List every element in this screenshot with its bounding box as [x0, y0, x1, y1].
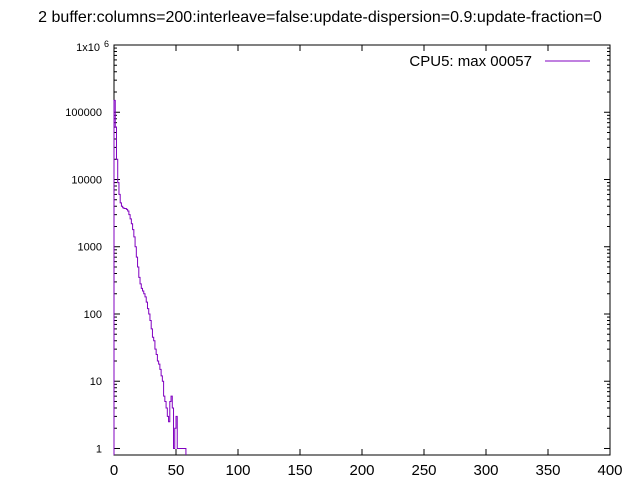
y-tick-label: 10000 — [71, 174, 102, 186]
legend-entry-cpu5: CPU5: max 00057 — [409, 53, 532, 70]
x-tick-label: 400 — [597, 462, 622, 479]
y-top-label-exponent: 6 — [104, 39, 109, 49]
y-tick-label: 1000 — [78, 242, 102, 254]
legend: CPU5: max 00057 — [409, 53, 590, 70]
x-tick-label: 250 — [411, 462, 436, 479]
x-tick-label: 300 — [473, 462, 498, 479]
x-axis: 0 50 100 150 200 250 300 350 400 — [110, 45, 623, 479]
x-tick-label: 0 — [110, 462, 118, 479]
y-tick-label: 100 — [84, 309, 102, 321]
plot-frame — [113, 44, 611, 456]
y-tick-label: 10 — [90, 376, 102, 388]
x-tick-label: 150 — [287, 462, 312, 479]
y-axis-top-label: 1x10 6 — [76, 39, 109, 54]
x-tick-label: 200 — [349, 462, 374, 479]
series-line — [113, 99, 187, 455]
series-layer — [113, 99, 187, 455]
x-tick-label: 100 — [225, 462, 250, 479]
x-tick-label: 50 — [168, 462, 185, 479]
y-tick-label: 1 — [96, 443, 102, 455]
x-tick-label: 350 — [535, 462, 560, 479]
chart-title: 2 buffer:columns=200:interleave=false:up… — [38, 9, 602, 26]
y-axis: 1 10 100 1000 10000 100000 — [65, 47, 610, 455]
y-tick-label: 100000 — [65, 107, 102, 119]
y-top-label-base: 1x10 — [76, 42, 100, 54]
